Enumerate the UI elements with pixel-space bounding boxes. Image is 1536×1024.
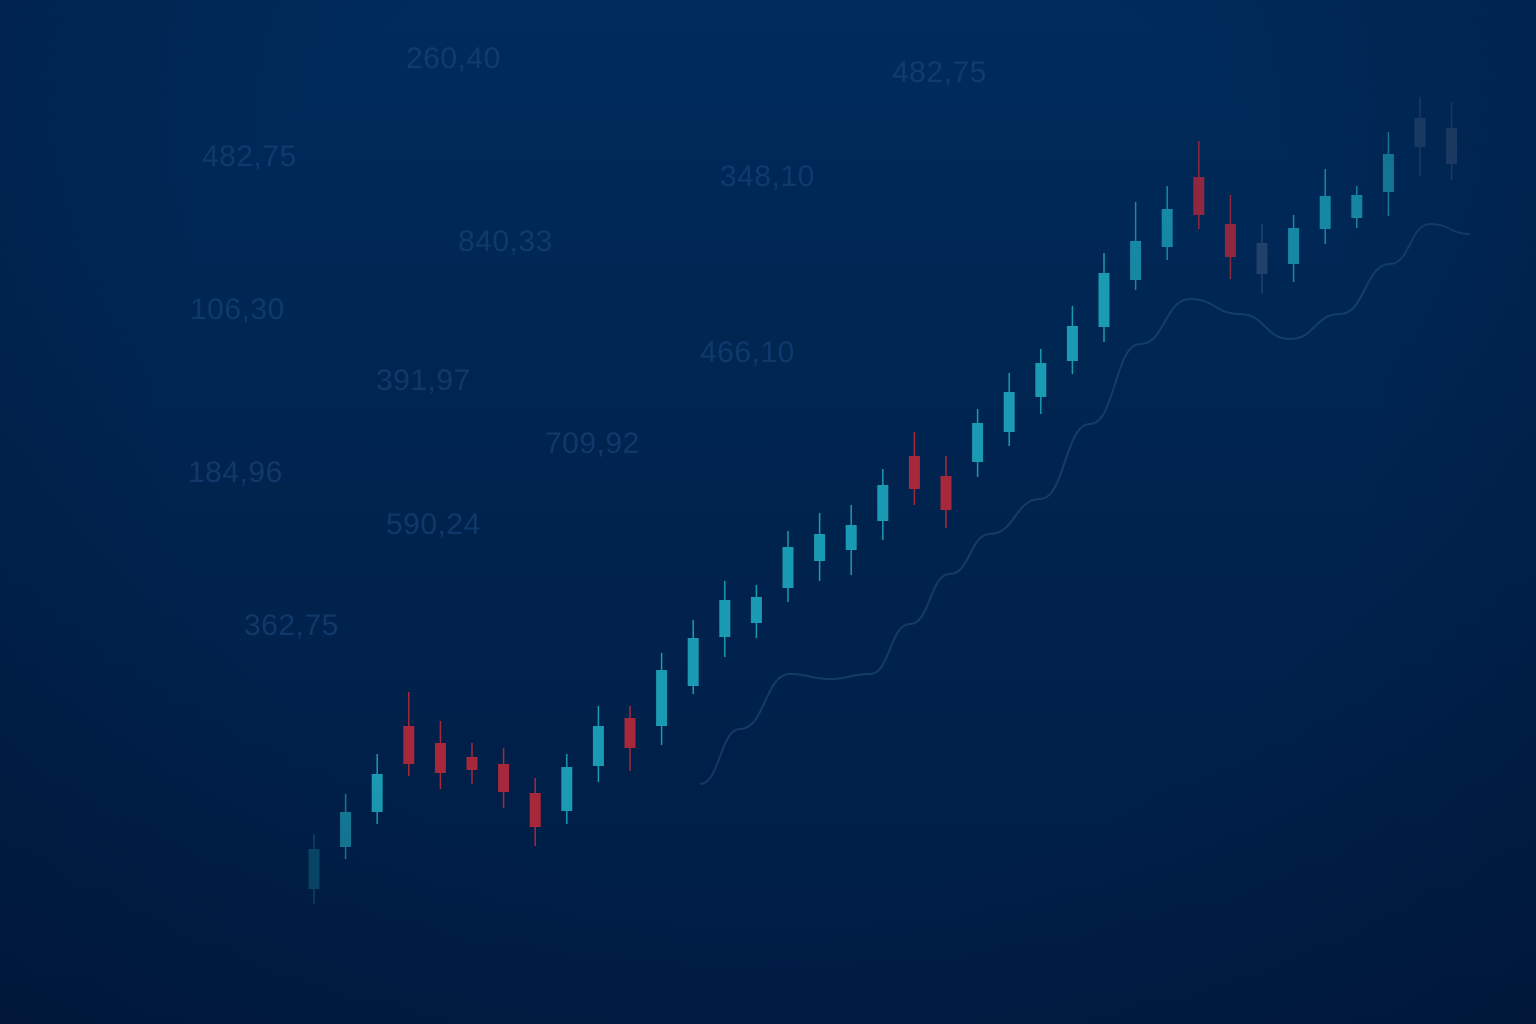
- background-number: 840,33: [458, 225, 553, 258]
- candle: [782, 531, 794, 602]
- candle-body: [1161, 209, 1173, 247]
- candle-body: [908, 456, 920, 489]
- background-number: 590,24: [386, 508, 481, 541]
- candle: [750, 585, 762, 638]
- candle-body: [1224, 224, 1236, 257]
- candle: [561, 754, 573, 824]
- candle-body: [940, 476, 952, 510]
- background-number: 482,75: [892, 56, 987, 89]
- candle: [1035, 349, 1047, 414]
- candle-body: [1035, 363, 1047, 397]
- candle-body: [498, 764, 510, 792]
- candle-body: [1319, 196, 1331, 229]
- candle: [1382, 132, 1394, 216]
- candle: [1446, 102, 1458, 180]
- background-number: 260,40: [406, 42, 501, 75]
- candle: [308, 834, 320, 904]
- candle: [972, 409, 984, 477]
- candle-body: [1382, 154, 1394, 192]
- candle: [340, 794, 352, 859]
- background-number: 348,10: [720, 160, 815, 193]
- candle: [1319, 169, 1331, 244]
- candle-body: [687, 638, 699, 686]
- candle: [1224, 195, 1236, 279]
- candle: [1003, 373, 1015, 446]
- candle-body: [1003, 392, 1015, 432]
- candle-body: [1414, 118, 1426, 147]
- candle-body: [624, 718, 636, 748]
- background-number: 362,75: [244, 609, 339, 642]
- candle-body: [371, 774, 383, 812]
- background-number: 391,97: [376, 364, 471, 397]
- candle-body: [1288, 228, 1300, 264]
- candle: [687, 620, 699, 694]
- background-number: 466,10: [700, 336, 795, 369]
- candle: [877, 469, 889, 540]
- candle-body: [1256, 243, 1268, 274]
- candle-body: [877, 485, 889, 521]
- candle: [940, 456, 952, 528]
- background-number: 106,30: [190, 293, 285, 326]
- candle: [908, 432, 920, 505]
- candle-body: [1446, 128, 1458, 164]
- candle: [1066, 306, 1078, 374]
- candle: [1161, 186, 1173, 260]
- candle: [845, 505, 857, 575]
- candle: [1256, 224, 1268, 294]
- candle: [466, 743, 478, 784]
- candle-body: [403, 726, 415, 764]
- candle: [1351, 186, 1363, 228]
- candle-body: [592, 726, 604, 766]
- candle: [403, 692, 415, 776]
- candle-body: [1098, 273, 1110, 327]
- candle-body: [308, 849, 320, 889]
- candle: [656, 653, 668, 745]
- candle-body: [340, 812, 352, 847]
- background-number: 184,96: [188, 456, 283, 489]
- candle: [1098, 253, 1110, 342]
- candle: [371, 754, 383, 824]
- candle: [434, 721, 446, 789]
- candle-body: [845, 525, 857, 550]
- candle: [1414, 97, 1426, 176]
- candle-body: [1066, 326, 1078, 361]
- background-number: 709,92: [545, 427, 640, 460]
- candle-body: [719, 600, 731, 637]
- candle: [529, 778, 541, 846]
- candle: [592, 706, 604, 782]
- candle-body: [434, 743, 446, 773]
- candle-body: [656, 670, 668, 726]
- candle-body: [1130, 241, 1142, 280]
- candle-body: [1193, 177, 1205, 215]
- candle: [719, 581, 731, 657]
- candle: [1193, 141, 1205, 229]
- candle-body: [972, 423, 984, 462]
- candle: [498, 748, 510, 808]
- candle: [1130, 202, 1142, 290]
- candle-body: [1351, 195, 1363, 218]
- candle-body: [814, 534, 826, 561]
- background-number: 482,75: [202, 140, 297, 173]
- moving-average-line: [699, 222, 1471, 785]
- candle-body: [782, 547, 794, 588]
- candle: [1288, 215, 1300, 282]
- candle: [814, 513, 826, 581]
- candle: [624, 706, 636, 771]
- candle-body: [466, 757, 478, 770]
- candle-body: [561, 767, 573, 811]
- candle-body: [529, 793, 541, 827]
- candle-body: [750, 597, 762, 623]
